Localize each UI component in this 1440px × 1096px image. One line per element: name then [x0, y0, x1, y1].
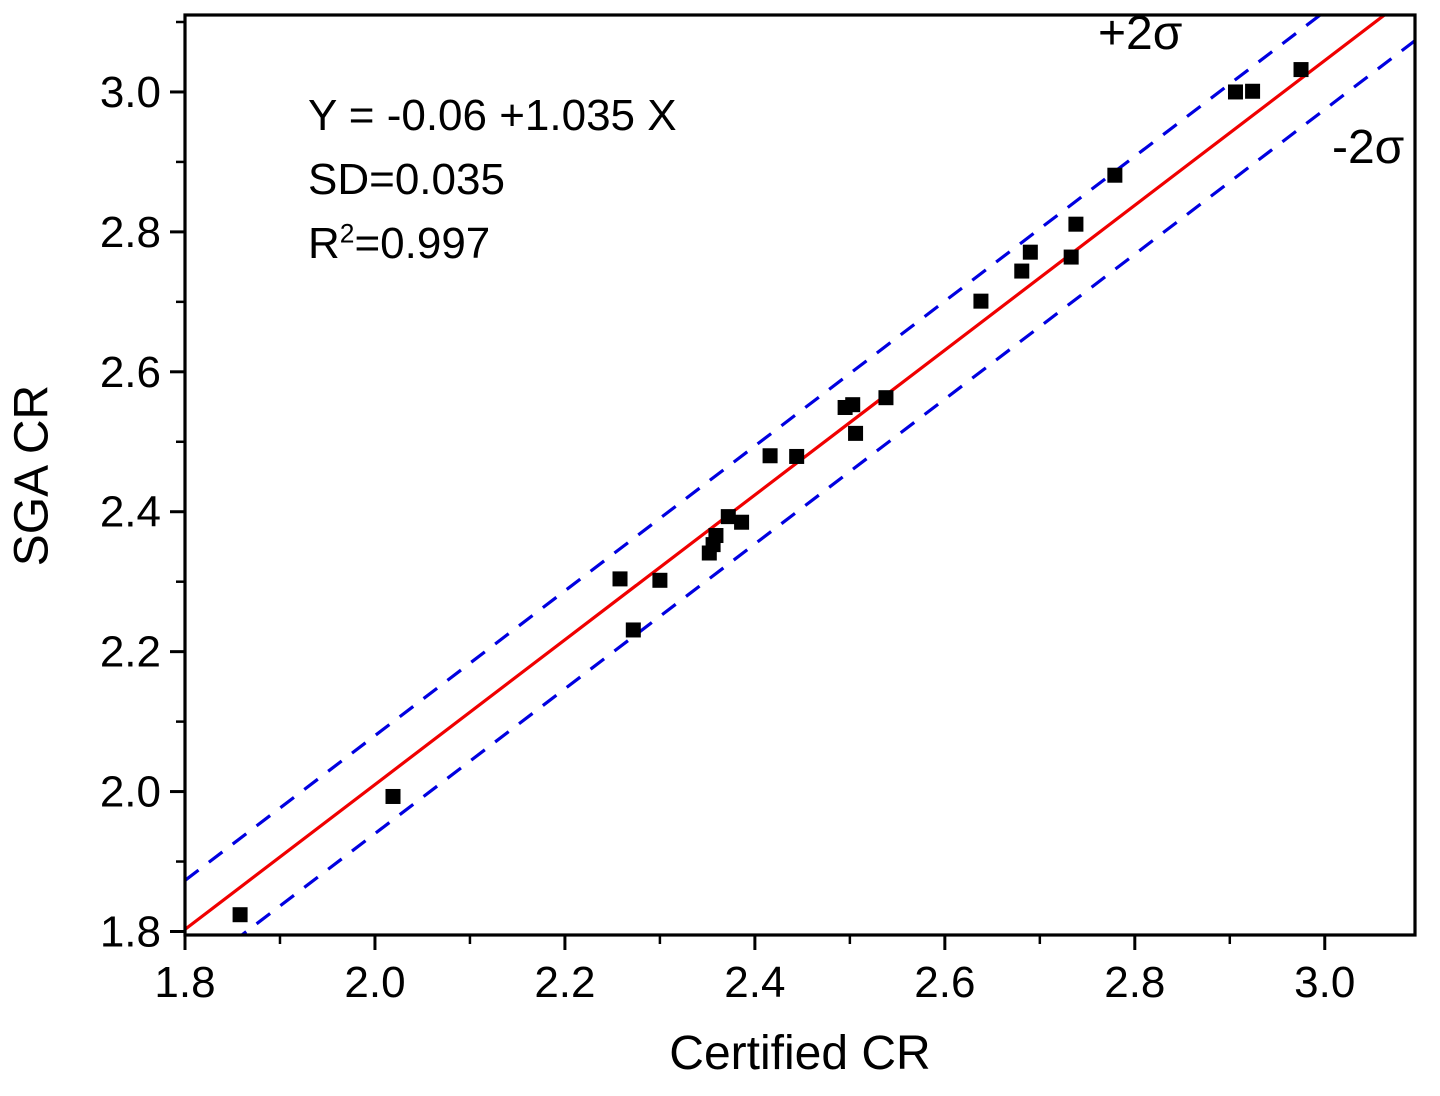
x-tick-label: 2.2 — [534, 958, 595, 1007]
data-point — [1068, 216, 1084, 232]
data-point — [625, 622, 641, 638]
x-tick-label: 2.8 — [1104, 958, 1165, 1007]
data-point — [612, 571, 628, 587]
data-point — [848, 425, 864, 441]
data-point — [1227, 84, 1243, 100]
data-point — [1063, 249, 1079, 265]
data-point — [878, 390, 894, 406]
y-tick-label: 2.0 — [100, 768, 161, 817]
y-tick-label: 2.6 — [100, 348, 161, 397]
y-tick-label: 2.2 — [100, 628, 161, 677]
data-point — [385, 788, 401, 804]
x-tick-label: 2.0 — [344, 958, 405, 1007]
lower-band-label: -2σ — [1332, 121, 1405, 174]
superscript-two: 2 — [339, 218, 355, 249]
plot-frame — [183, 13, 1417, 937]
upper-band-label: +2σ — [1098, 7, 1183, 60]
data-point — [973, 293, 989, 309]
data-point — [720, 509, 736, 525]
y-tick-label: 1.8 — [100, 908, 161, 957]
sd-line: SD=0.035 — [308, 155, 505, 204]
x-tick-label: 2.6 — [914, 958, 975, 1007]
data-point — [1293, 62, 1309, 78]
data-point — [652, 572, 668, 588]
data-point — [1245, 83, 1261, 99]
y-axis-title: SGA CR — [5, 384, 59, 567]
y-tick-label: 2.4 — [100, 488, 161, 537]
fit-equation-line: Y = -0.06 +1.035 X — [308, 91, 677, 140]
x-tick-label: 2.4 — [724, 958, 785, 1007]
data-point — [789, 448, 805, 464]
r-squared-line: R2=0.997 — [308, 218, 491, 268]
x-tick-label: 1.8 — [154, 958, 215, 1007]
data-point — [762, 448, 778, 464]
y-tick-label: 2.8 — [100, 208, 161, 257]
y-tick-label: 3.0 — [100, 68, 161, 117]
data-point — [1014, 263, 1030, 279]
data-point — [734, 514, 750, 530]
data-point — [845, 397, 861, 413]
x-axis-title: Certified CR — [669, 1027, 931, 1080]
data-point — [708, 528, 724, 544]
data-point — [1022, 244, 1038, 260]
fit-equation-annotation: Y = -0.06 +1.035 X SD=0.035 R2=0.997 — [308, 84, 677, 276]
plot-area — [185, 15, 1415, 935]
data-point — [1107, 167, 1123, 183]
data-point — [232, 907, 248, 923]
x-tick-label: 3.0 — [1294, 958, 1355, 1007]
